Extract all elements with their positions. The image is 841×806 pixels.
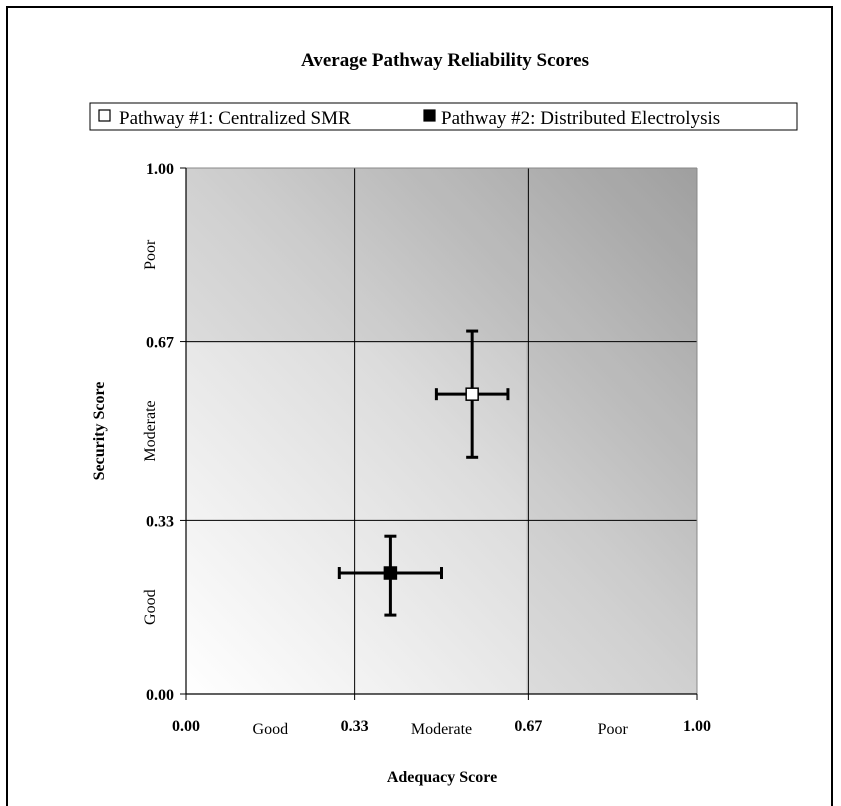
y-band-label-1: Moderate [142,400,159,461]
chart-frame [6,6,833,806]
legend-label-pathway-2: Pathway #2: Distributed Electrolysis [441,108,720,129]
series-pathway-1 [434,329,510,459]
y-tick-label-0: 0.00 [146,687,174,704]
band-labels: Good Moderate Poor Good Moderate Poor [142,239,628,738]
x-band-label-0: Good [253,721,289,738]
y-tick-label-3: 1.00 [146,161,174,178]
legend: Pathway #1: Centralized SMR Pathway #2: … [89,102,798,131]
x-tick-label-3: 1.00 [683,718,711,735]
region-shade-top [186,168,526,343]
y-axis-label: Security Score [91,382,108,481]
legend-box [89,102,798,131]
x-axis-label: Adequacy Score [387,769,497,786]
data-point-pathway-1 [465,387,479,401]
plot-area [186,168,697,694]
grid-lines [186,167,698,694]
x-band-label-1: Moderate [411,721,472,738]
tick-labels: 0.00 0.33 0.67 1.00 0.00 0.33 0.67 1.00 [146,161,711,735]
legend-label-pathway-1: Pathway #1: Centralized SMR [119,108,351,129]
region-shade-poor [526,168,697,694]
legend-marker-pathway-1 [98,109,111,122]
legend-marker-pathway-2 [423,109,436,122]
y-band-label-2: Poor [142,239,159,270]
x-tick-label-0: 0.00 [172,718,200,735]
chart-title: Average Pathway Reliability Scores [301,50,589,71]
plot-background [186,168,697,694]
data-point-pathway-2 [383,566,398,580]
y-tick-label-2: 0.67 [146,335,174,352]
data-points [337,329,510,617]
series-pathway-2 [337,534,443,617]
x-tick-label-1: 0.33 [341,718,369,735]
x-band-label-2: Poor [598,721,629,738]
x-tick-label-2: 0.67 [514,718,542,735]
y-tick-label-1: 0.33 [146,513,174,530]
y-band-label-0: Good [142,589,159,625]
axes [180,167,698,700]
